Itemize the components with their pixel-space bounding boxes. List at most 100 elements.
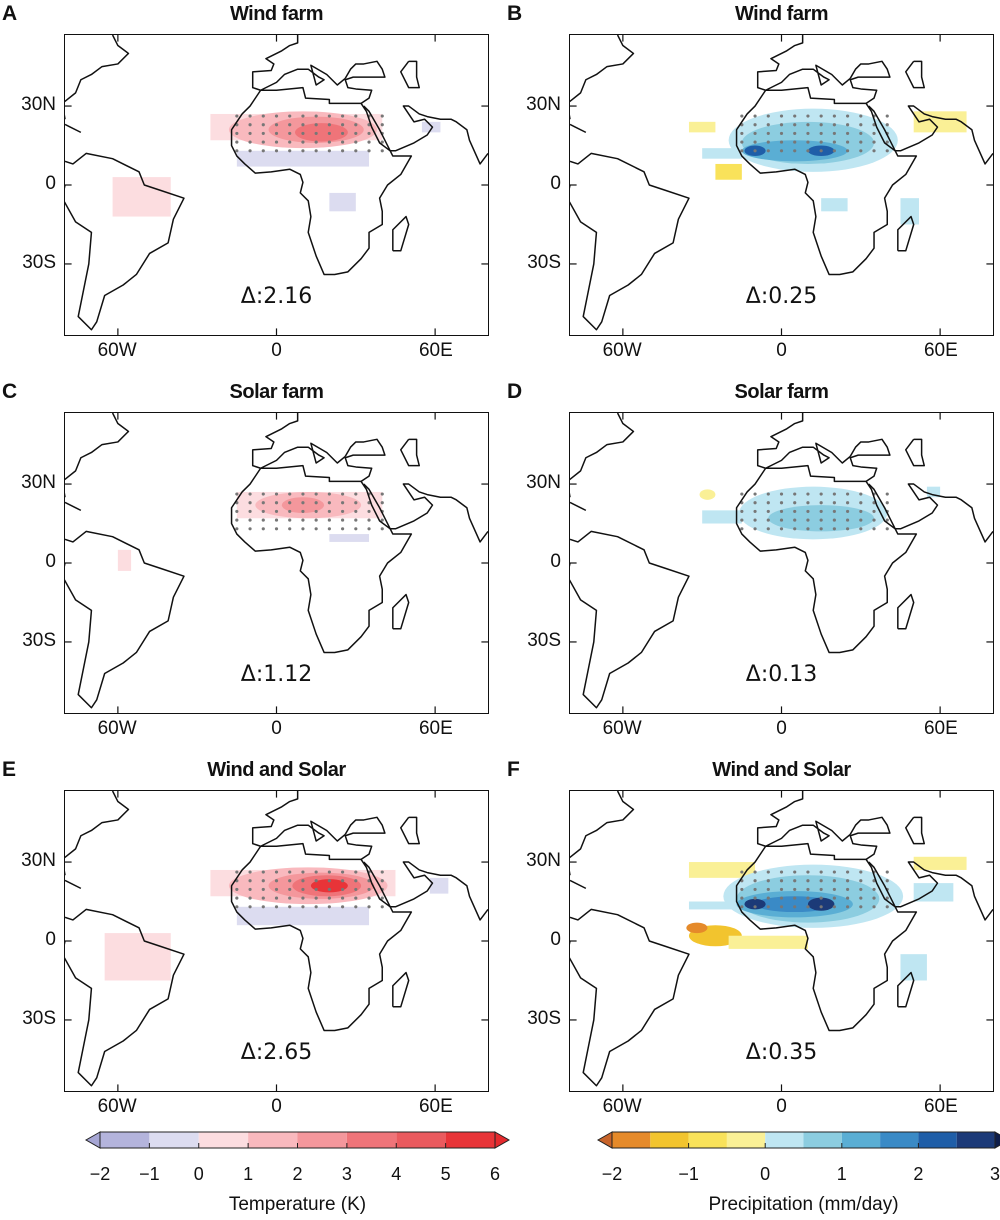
- significance-dot: [859, 123, 863, 127]
- significance-dot: [806, 879, 810, 883]
- coastline-caspian: [401, 817, 420, 843]
- significance-dot: [793, 870, 797, 874]
- significance-dot: [846, 896, 850, 900]
- coastline-caspian: [401, 439, 420, 465]
- colorbar-swatch: [880, 1132, 919, 1148]
- significance-dot: [354, 870, 358, 874]
- lon-label: 60E: [418, 1096, 453, 1117]
- lat-label: 30S: [527, 1008, 561, 1030]
- delta-value: Δ:1.12: [240, 662, 313, 687]
- colorbar-tick-label: 3: [989, 1164, 1000, 1184]
- significance-dot: [341, 123, 345, 127]
- map-panel-a: A Wind farm Δ:2.16 30N 0 30S 60W 0 60E: [0, 2, 500, 412]
- significance-dot: [314, 149, 318, 153]
- significance-dot: [885, 149, 889, 153]
- significance-dot: [327, 887, 331, 891]
- significance-dot: [806, 905, 810, 909]
- colorbar-tick-label: 5: [440, 1164, 451, 1184]
- significance-dot: [354, 123, 358, 127]
- significance-dot: [261, 887, 265, 891]
- significance-dot: [846, 501, 850, 505]
- significance-dot: [274, 527, 279, 531]
- significance-dot: [314, 501, 318, 505]
- coastline-arabia: [869, 106, 993, 164]
- coastline-namerica: [570, 413, 633, 497]
- significance-dot: [327, 896, 331, 900]
- coastline-namerica: [570, 35, 633, 119]
- panel-title: Wind and Solar: [712, 759, 851, 781]
- panel-letter: A: [2, 2, 18, 25]
- significance-dot: [367, 149, 371, 153]
- coastline-europe: [253, 791, 298, 846]
- significance-dot: [806, 149, 810, 153]
- significance-dot: [248, 509, 252, 513]
- significance-dot: [779, 501, 784, 505]
- significance-dot: [806, 492, 810, 496]
- lon-label: 60W: [602, 340, 642, 361]
- anomaly-region: [900, 954, 927, 981]
- significance-dot: [819, 140, 823, 144]
- significance-dot: [248, 887, 252, 891]
- significance-dot: [235, 509, 239, 513]
- significance-dot: [288, 149, 292, 153]
- significance-dot: [261, 131, 265, 135]
- significance-dot: [301, 518, 305, 522]
- lon-label: 0: [776, 340, 787, 361]
- colorbar-label: Precipitation (mm/day): [708, 1194, 899, 1215]
- significance-dot: [301, 149, 305, 153]
- lon-label: 60W: [602, 718, 642, 739]
- significance-dot: [341, 501, 345, 505]
- significance-dot: [806, 527, 810, 531]
- significance-dot: [753, 879, 757, 883]
- coastline-caspian: [906, 817, 925, 843]
- colorbar-tick-label: 2: [292, 1164, 303, 1184]
- significance-dot: [301, 492, 305, 496]
- significance-dot: [753, 492, 757, 496]
- coastline-cuba: [65, 880, 81, 888]
- significance-dot: [819, 149, 823, 153]
- anomaly-region: [744, 898, 766, 910]
- colorbar-swatch: [149, 1132, 199, 1148]
- significance-dot: [248, 501, 252, 505]
- significance-dot: [859, 527, 863, 531]
- significance-dot: [859, 509, 863, 513]
- significance-dot: [354, 149, 358, 153]
- significance-dot: [793, 123, 797, 127]
- significance-dot: [327, 492, 331, 496]
- significance-dot: [832, 896, 836, 900]
- significance-dot: [753, 509, 757, 513]
- coastline-africa: [737, 466, 917, 653]
- significance-dot: [819, 887, 823, 891]
- significance-dot: [846, 527, 850, 531]
- panel-title: Wind and Solar: [207, 759, 346, 781]
- significance-dot: [753, 905, 757, 909]
- significance-dot: [779, 123, 784, 127]
- significance-dot: [341, 131, 345, 135]
- colorbar-swatch: [297, 1132, 347, 1148]
- significance-dot: [779, 905, 784, 909]
- coastline-madagascar: [898, 595, 914, 629]
- lat-label: 30N: [21, 93, 56, 115]
- significance-dot: [779, 870, 784, 874]
- significance-dot: [846, 905, 850, 909]
- map-frame: [569, 790, 994, 1092]
- colorbar-swatch: [248, 1132, 298, 1148]
- significance-dot: [885, 114, 889, 118]
- significance-dot: [859, 870, 863, 874]
- coastline-levant: [850, 439, 890, 481]
- coastline-arabia: [869, 484, 993, 542]
- significance-dot: [859, 140, 863, 144]
- significance-dot: [261, 905, 265, 909]
- significance-dot: [301, 501, 305, 505]
- significance-dot: [235, 905, 239, 909]
- map-frame: [569, 412, 994, 714]
- lat-label: 0: [550, 173, 561, 194]
- delta-value: Δ:0.13: [745, 662, 818, 687]
- lon-label: 60E: [418, 340, 453, 361]
- significance-dot: [380, 501, 384, 505]
- significance-dot: [859, 905, 863, 909]
- lat-label: 0: [550, 929, 561, 950]
- significance-dot: [380, 527, 384, 531]
- significance-dot: [314, 492, 318, 496]
- significance-dot: [766, 501, 770, 505]
